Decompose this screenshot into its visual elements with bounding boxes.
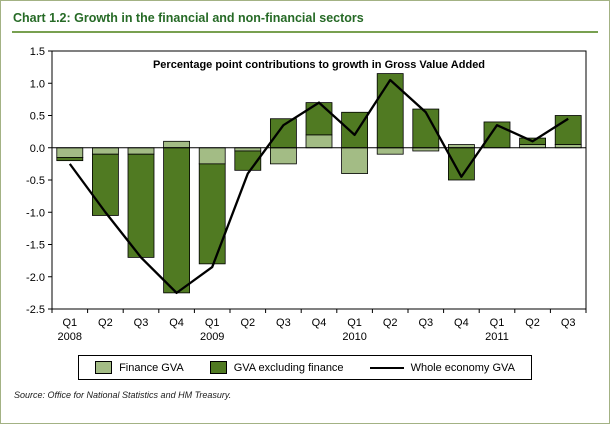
x-axis-quarter-label: Q1 xyxy=(347,317,362,329)
x-axis-quarter-label: Q3 xyxy=(134,317,149,329)
bar-gva-excluding-finance xyxy=(127,153,155,258)
x-axis-quarter-label: Q3 xyxy=(276,317,291,329)
bar-finance-gva xyxy=(376,147,404,155)
y-axis-tick-label: 0.0 xyxy=(30,143,45,155)
x-axis-year-label: 2011 xyxy=(485,331,509,343)
bar-gva-excluding-finance xyxy=(198,163,226,265)
y-axis-tick-label: 1.0 xyxy=(30,78,45,90)
x-axis-quarter-label: Q1 xyxy=(62,317,77,329)
bar-gva-excluding-finance xyxy=(56,157,84,162)
x-axis-quarter-label: Q1 xyxy=(490,317,505,329)
y-axis-tick-label: -1.5 xyxy=(26,240,45,252)
x-axis-year-label: 2008 xyxy=(58,331,82,343)
header-divider xyxy=(12,31,598,33)
whole-economy-line-swatch xyxy=(369,366,404,369)
chart-svg: -2.5 -2.0 -1.5 -1.0 -0.5 0.0 0.5 1.0 1.5 Q1 Q2 Q3 Q4… xyxy=(26,46,587,343)
x-axis-quarter-label: Q3 xyxy=(561,317,576,329)
bar-finance-gva xyxy=(305,134,333,149)
y-axis-tick-label: -0.5 xyxy=(26,175,45,187)
bar-finance-gva xyxy=(269,147,297,165)
page-title: Chart 1.2: Growth in the financial and n… xyxy=(13,11,364,25)
legend-label: GVA excluding finance xyxy=(233,361,344,374)
legend: Finance GVA GVA excluding finance Whole ec… xyxy=(78,355,532,380)
x-axis-quarter-label: Q2 xyxy=(525,317,540,329)
y-axis-tick-label: 1.5 xyxy=(30,46,45,58)
chart-inner-title: Percentage point contributions to growth… xyxy=(153,59,485,71)
x-axis-year-label: 2009 xyxy=(200,331,224,343)
whole-economy-gva-line xyxy=(68,78,569,295)
finance-gva-swatch xyxy=(95,361,113,374)
x-axis-year-label: 2010 xyxy=(342,331,366,343)
bar-finance-gva xyxy=(198,147,226,165)
bar-finance-gva xyxy=(163,140,191,149)
gva-excluding-finance-swatch xyxy=(209,361,227,374)
bar-gva-excluding-finance xyxy=(554,115,582,145)
bar-gva-excluding-finance xyxy=(163,147,191,294)
x-axis-quarter-label: Q4 xyxy=(454,317,469,329)
y-axis-tick-label: -1.0 xyxy=(26,207,45,219)
x-axis-quarter-label: Q2 xyxy=(240,317,255,329)
bar-gva-excluding-finance xyxy=(92,153,119,216)
y-axis-tick-label: 0.5 xyxy=(30,111,45,123)
source-note: Source: Office for National Statistics a… xyxy=(14,390,232,400)
x-axis-quarter-label: Q2 xyxy=(383,317,398,329)
x-axis-quarter-label: Q1 xyxy=(205,317,220,329)
bar-finance-gva xyxy=(127,147,155,155)
bar-finance-gva xyxy=(341,147,369,174)
bar-gva-excluding-finance xyxy=(269,118,297,149)
y-axis-tick-label: -2.0 xyxy=(26,272,45,284)
bar-finance-gva xyxy=(56,147,84,158)
x-axis-quarter-label: Q2 xyxy=(98,317,113,329)
bar-finance-gva xyxy=(92,147,119,155)
legend-item: Finance GVA xyxy=(95,361,184,374)
y-axis-tick-label: -2.5 xyxy=(26,304,45,316)
legend-label: Finance GVA xyxy=(119,361,184,374)
x-axis-quarter-label: Q4 xyxy=(169,317,184,329)
x-axis-quarter-label: Q3 xyxy=(418,317,433,329)
legend-item: Whole economy GVA xyxy=(369,361,515,374)
x-axis-quarter-label: Q4 xyxy=(312,317,327,329)
legend-item: GVA excluding finance xyxy=(209,361,344,374)
bar-gva-excluding-finance xyxy=(341,111,369,149)
bar-gva-excluding-finance xyxy=(376,73,404,149)
legend-label: Whole economy GVA xyxy=(410,361,515,374)
chart-area: -2.5 -2.0 -1.5 -1.0 -0.5 0.0 0.5 1.0 1.5 Q1 Q2 Q3 Q4… xyxy=(12,43,598,345)
